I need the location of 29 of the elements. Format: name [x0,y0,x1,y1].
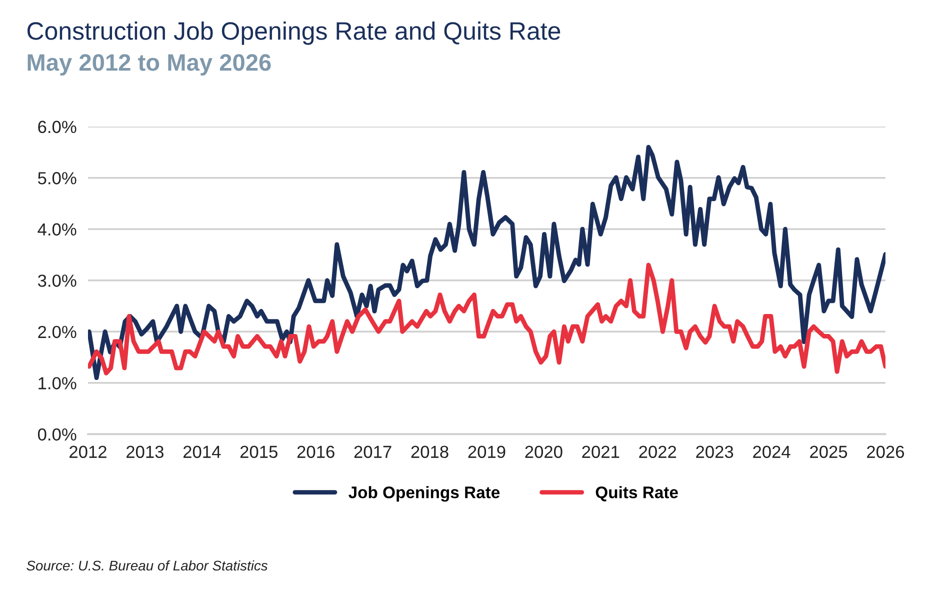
legend-label: Job Openings Rate [348,486,500,502]
source-note: Source: U.S. Bureau of Labor Statistics [26,560,268,571]
x-tick-label: 2023 [696,446,734,458]
line-series [88,262,886,376]
chart-subtitle: May 2012 to May 2026 [28,54,271,76]
y-tick-label: 3.0% [38,274,76,287]
y-tick-label: 5.0% [38,172,76,184]
line-series [88,144,886,380]
x-tick-label: 2014 [183,446,221,458]
x-tick-label: 2018 [411,446,448,458]
x-tick-label: 2025 [810,446,848,458]
x-tick-label: 2024 [753,446,790,458]
x-tick-label: 2016 [297,446,334,458]
x-tick-label: 2022 [639,446,676,458]
x-tick-label: 2012 [70,446,106,458]
y-tick-label: 4.0% [38,223,76,236]
x-tick-label: 2017 [354,446,392,458]
x-tick-label: 2019 [468,446,506,458]
x-tick-label: 2021 [582,446,620,458]
y-tick-label: 2.0% [38,326,76,338]
x-tick-label: 2020 [525,446,562,458]
y-tick-label: 0.0% [38,428,76,441]
chart-title: Construction Job Openings Rate and Quits Rate [27,22,560,45]
y-tick-label: 6.0% [38,120,76,134]
y-tick-label: 1.0% [38,377,76,390]
x-tick-label: 2026 [867,446,904,458]
legend-label: Quits Rate [596,486,678,502]
x-tick-label: 2015 [240,446,278,458]
x-tick-label: 2013 [126,446,164,458]
